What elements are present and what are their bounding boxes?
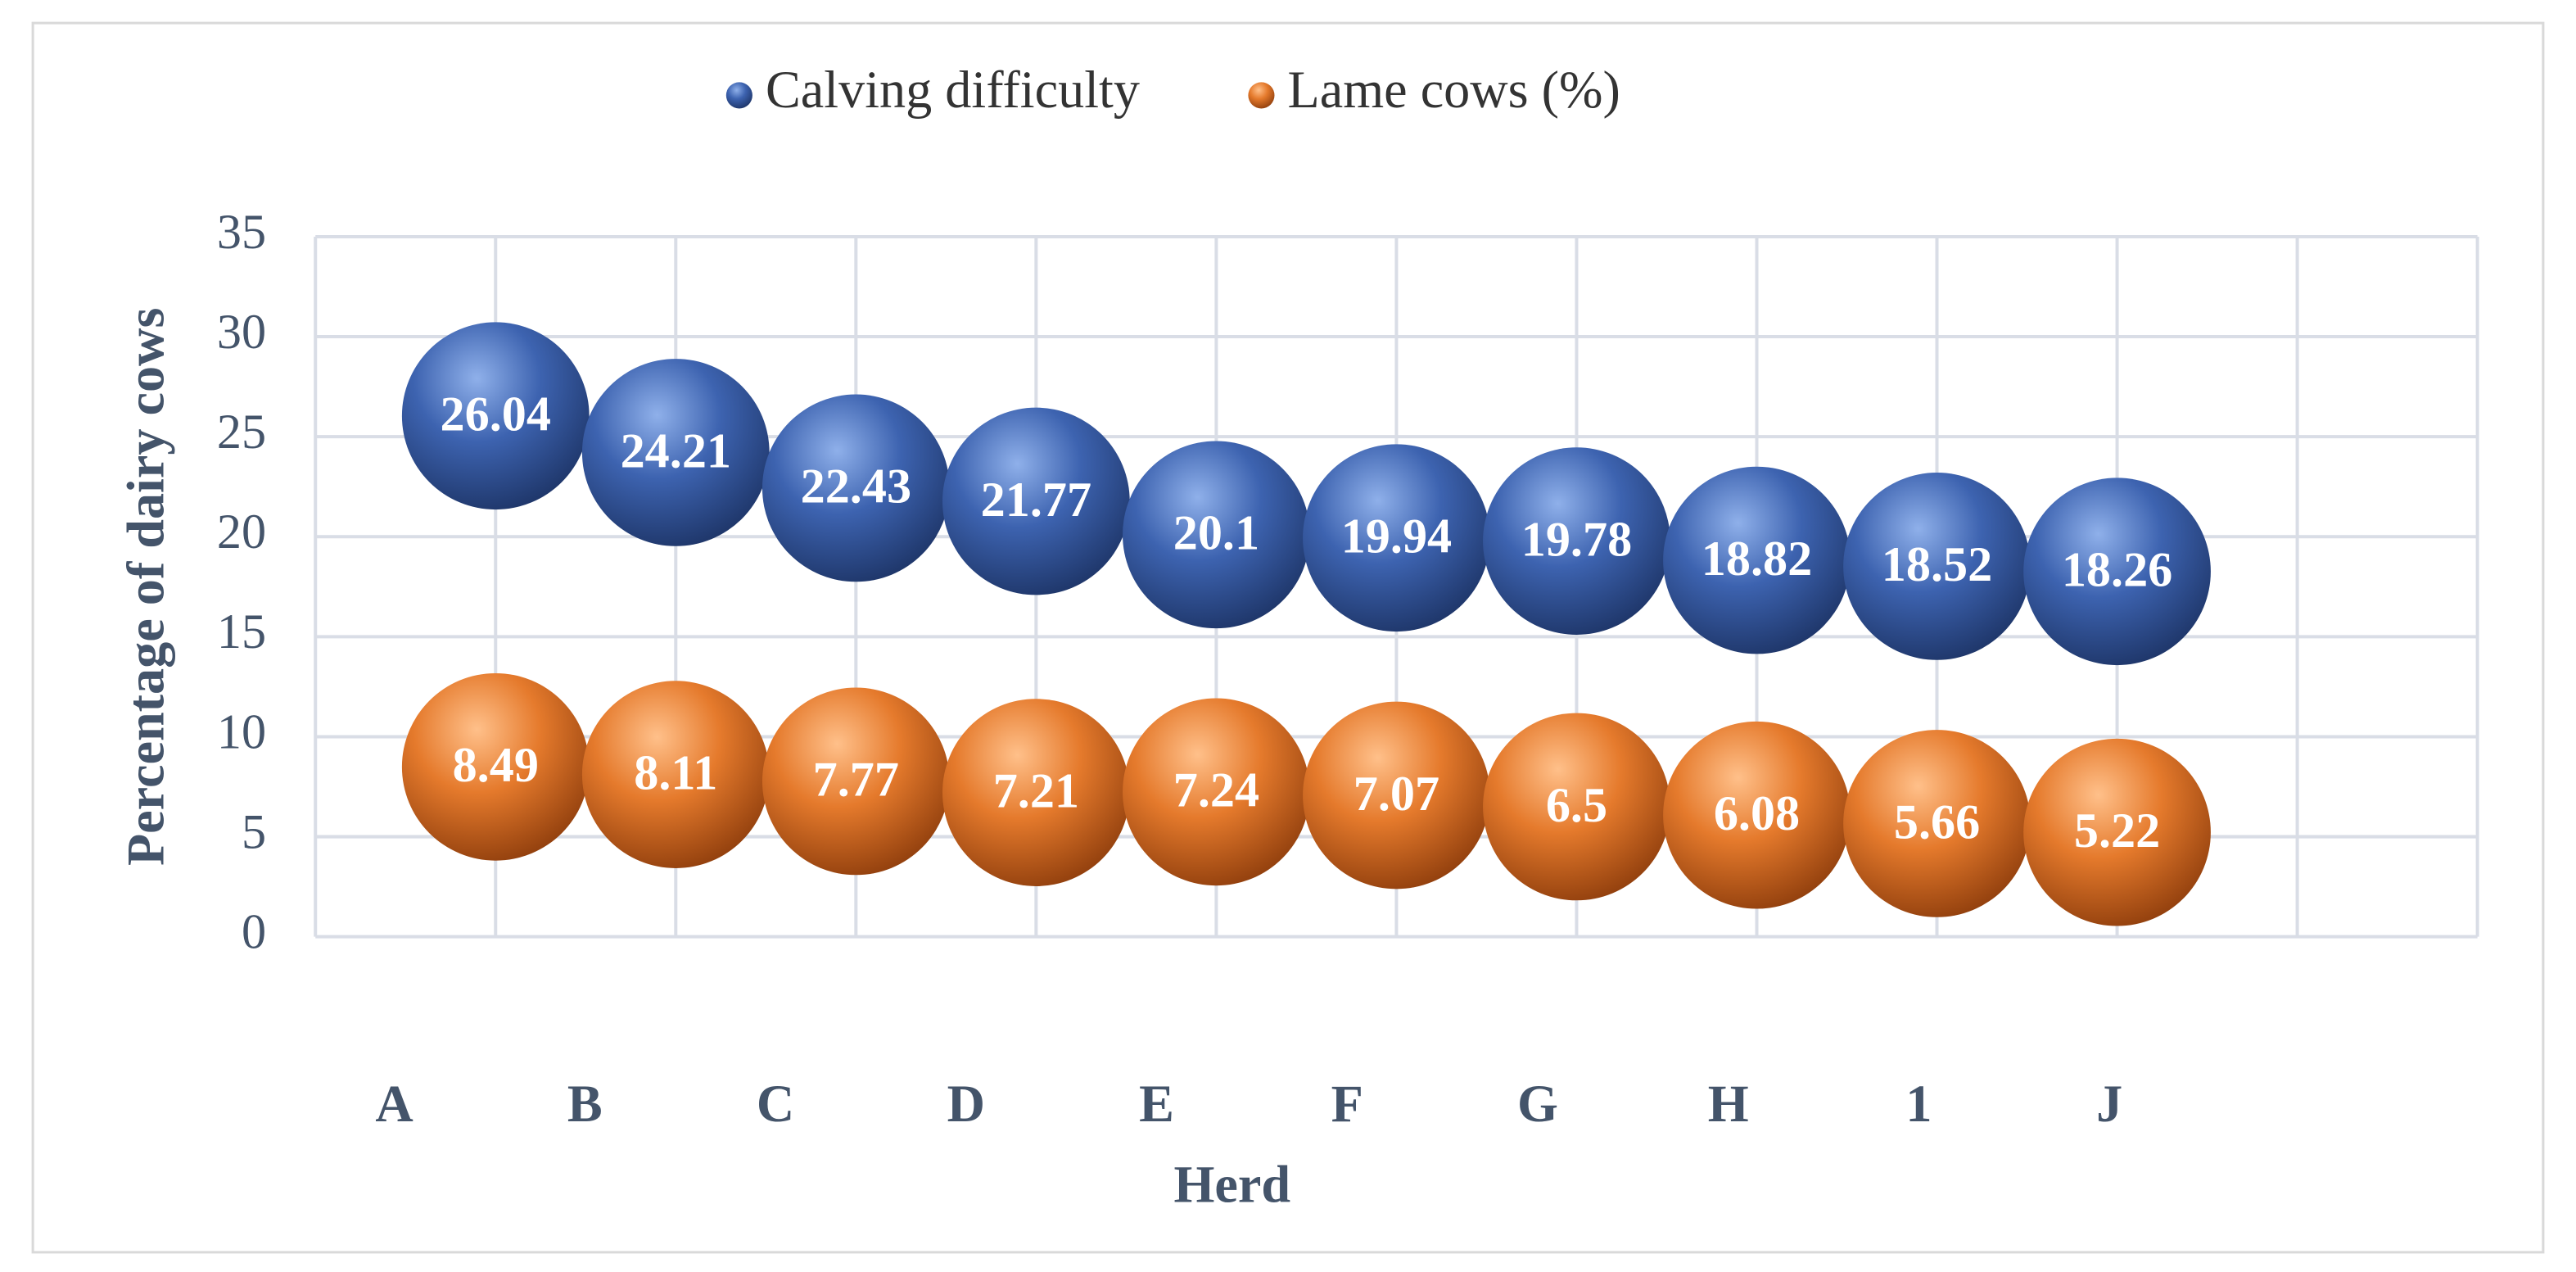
x-tick-label: D [947, 1075, 985, 1133]
data-label: 5.22 [2074, 803, 2160, 858]
data-label: 19.94 [1341, 509, 1452, 564]
bubble [1663, 466, 1851, 654]
data-label: 5.66 [1894, 794, 1980, 849]
bubble [1123, 441, 1310, 629]
bubble [401, 672, 590, 861]
data-label: 6.08 [1714, 786, 1800, 841]
legend-label: Lame cows (%) [1288, 61, 1620, 119]
x-axis-title: Herd [1173, 1155, 1290, 1213]
data-label: 7.77 [813, 753, 899, 808]
bubble [1303, 444, 1490, 632]
data-label: 18.26 [2062, 543, 2172, 598]
data-label: 21.77 [981, 473, 1091, 527]
y-tick-label: 20 [217, 505, 266, 559]
y-tick-label: 25 [217, 405, 266, 459]
data-label: 8.49 [453, 738, 539, 793]
bubble [1663, 721, 1851, 909]
legend-marker [725, 82, 752, 109]
x-tick-label: E [1139, 1075, 1174, 1133]
data-label: 24.21 [621, 423, 731, 478]
y-tick-label: 15 [217, 604, 266, 659]
data-label: 8.11 [634, 745, 717, 800]
data-label: 18.52 [1882, 537, 1992, 592]
y-tick-label: 5 [242, 804, 266, 859]
y-tick-label: 35 [217, 205, 266, 260]
data-label: 20.1 [1173, 506, 1259, 561]
x-tick-label: H [1708, 1075, 1749, 1133]
bubble [1123, 698, 1310, 886]
x-tick-label: B [567, 1075, 603, 1133]
bubble [581, 359, 770, 546]
data-label: 7.24 [1173, 763, 1259, 818]
y-tick-label: 0 [242, 904, 266, 959]
bubble [1483, 447, 1670, 635]
x-tick-label: 1 [1905, 1075, 1932, 1133]
y-tick-label: 10 [217, 704, 266, 759]
x-tick-label: F [1331, 1075, 1363, 1133]
bubble [2023, 478, 2211, 666]
x-tick-label: J [2096, 1075, 2122, 1133]
data-label: 18.82 [1702, 532, 1812, 586]
y-axis-title: Percentage of dairy cows [116, 308, 174, 867]
x-tick-label: A [375, 1075, 413, 1133]
bubble [1843, 473, 2031, 660]
x-tick-label: G [1517, 1075, 1558, 1133]
bubble [1483, 713, 1670, 901]
data-label: 6.5 [1546, 778, 1607, 833]
bubble [942, 699, 1130, 886]
bubble [762, 687, 950, 876]
bubble [2023, 738, 2211, 926]
data-label: 7.21 [993, 763, 1079, 818]
data-label: 22.43 [801, 459, 911, 514]
data-label: 19.78 [1521, 512, 1632, 567]
data-label: 7.07 [1354, 767, 1439, 822]
bubble [942, 407, 1130, 595]
bubble [581, 681, 770, 868]
bubble [401, 322, 590, 510]
data-label: 26.04 [441, 387, 551, 442]
legend-label: Calving difficulty [766, 61, 1140, 119]
y-tick-label: 30 [217, 305, 266, 360]
bubble [1843, 730, 2031, 917]
bubble [1303, 701, 1490, 889]
bubble [762, 394, 950, 582]
x-tick-label: C [757, 1075, 794, 1133]
legend-marker [1248, 82, 1275, 109]
